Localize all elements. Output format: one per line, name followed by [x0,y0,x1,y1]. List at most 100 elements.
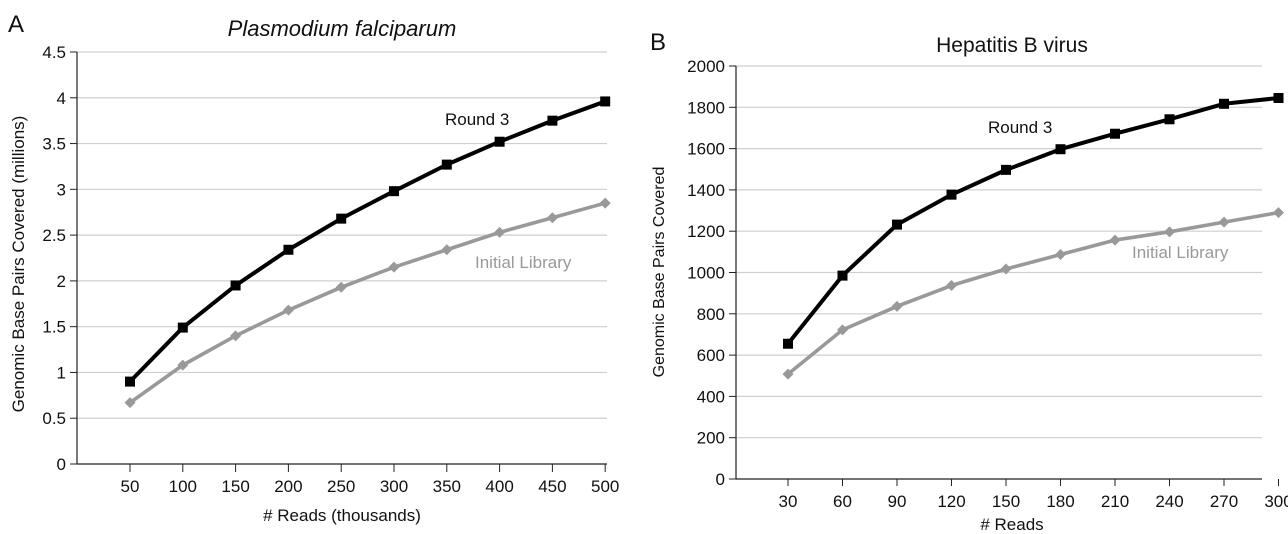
x-tick-label: 210 [1101,492,1129,511]
series-line [786,96,1279,345]
x-tick-label: 250 [327,477,355,496]
y-tick-label: 0 [57,455,66,474]
x-tick-label: 30 [779,492,798,511]
x-tick-label: 400 [485,477,513,496]
y-tick-label: 2 [57,272,66,291]
x-tick-label: 350 [433,477,461,496]
data-point-marker [599,197,611,209]
y-tick-label: 0 [716,470,725,489]
data-point-marker [946,280,957,292]
x-tick-label: 240 [1155,492,1183,511]
x-tick-label: 200 [274,477,302,496]
x-axis-label: # Reads (thousands) [263,506,421,525]
data-point-marker [177,322,188,333]
x-tick-label: 300 [1264,492,1288,511]
data-point-marker [494,226,506,238]
data-point-marker [1273,207,1284,219]
data-point-marker [600,96,611,107]
data-point-marker [124,397,136,409]
series-line [128,99,606,383]
chart-panel-b: B Hepatitis B virus # Reads Genomic Base… [650,29,1288,534]
chart-panel-a: A Plasmodium falciparum # Reads (thousan… [8,11,619,525]
series-label-round-3: Round 3 [445,110,509,129]
gridlines [736,65,1262,439]
data-point-marker [546,212,558,224]
x-tick-label: 270 [1210,492,1238,511]
y-tick-label: 1400 [687,181,725,200]
gridlines [77,51,607,419]
data-point-marker [177,359,189,371]
y-tick-label: 400 [697,387,725,406]
data-point-marker [946,189,957,200]
data-point-marker [282,304,294,316]
data-point-marker [1000,263,1012,275]
data-point-marker [547,115,558,126]
x-tick-label: 50 [121,477,140,496]
series-label-initial-library: Initial Library [475,253,572,272]
x-tick-label: 150 [992,492,1020,511]
data-point-marker [441,244,453,256]
data-point-marker [1273,93,1284,104]
data-point-marker [782,368,794,380]
series-label-round-3: Round 3 [988,118,1052,137]
y-axis-label: Genomic Base Pairs Covered [651,167,668,378]
x-tick-label: 90 [888,492,907,511]
data-point-marker [1001,164,1011,175]
data-point-marker [1164,114,1175,125]
y-tick-label: 2.5 [42,226,66,245]
data-point-marker [1164,226,1175,238]
data-point-marker [892,219,902,230]
y-tick-label: 0.5 [42,409,66,428]
panel-label: B [650,29,666,56]
data-point-marker [283,244,294,255]
x-tick-label: 150 [221,477,249,496]
y-tick-label: 1800 [687,98,725,117]
y-tick-label: 1000 [687,264,725,283]
data-point-marker [336,213,347,224]
data-point-marker [335,281,347,293]
data-point-marker [230,330,242,342]
chart-title: Hepatitis B virus [936,34,1088,57]
series-line [786,210,1279,376]
y-axis-label: Genomic Base Pairs Covered (millions) [9,116,28,413]
x-tick-label: 500 [591,477,619,496]
data-point-marker [389,186,399,197]
series-line [128,201,606,405]
data-point-marker [494,136,505,147]
y-tick-label: 800 [697,305,725,324]
series-round-3 [125,96,611,387]
x-tick-label: 180 [1046,492,1074,511]
y-tick-label: 3 [57,180,66,199]
y-tick-label: 200 [697,429,725,448]
y-tick-label: 3.5 [42,135,66,154]
chart-title: Plasmodium falciparum [228,16,457,41]
data-point-marker [837,324,848,336]
data-point-marker [1055,249,1066,261]
series-round-3 [783,93,1284,349]
data-point-marker [230,280,241,291]
series-label-initial-library: Initial Library [1132,243,1229,262]
data-point-marker [1110,128,1120,139]
data-point-marker [1219,98,1229,109]
data-point-marker [1055,144,1066,155]
panel-label: A [8,11,24,38]
y-tick-label: 1 [57,363,66,382]
data-point-marker [441,159,452,170]
y-tick-label: 2000 [687,57,725,76]
y-tick-label: 1600 [687,140,725,159]
data-point-marker [891,300,903,312]
data-point-marker [388,261,400,273]
x-axis-label: # Reads [980,515,1043,534]
data-point-marker [1109,234,1121,246]
y-tick-label: 1200 [687,222,725,241]
y-tick-label: 4 [57,89,66,108]
x-tick-label: 300 [380,477,408,496]
x-tick-label: 120 [937,492,965,511]
data-point-marker [125,376,135,387]
y-tick-label: 4.5 [42,43,66,62]
y-tick-label: 1.5 [42,318,66,337]
x-tick-label: 100 [169,477,197,496]
y-tick-label: 600 [697,346,725,365]
data-point-marker [783,338,793,349]
